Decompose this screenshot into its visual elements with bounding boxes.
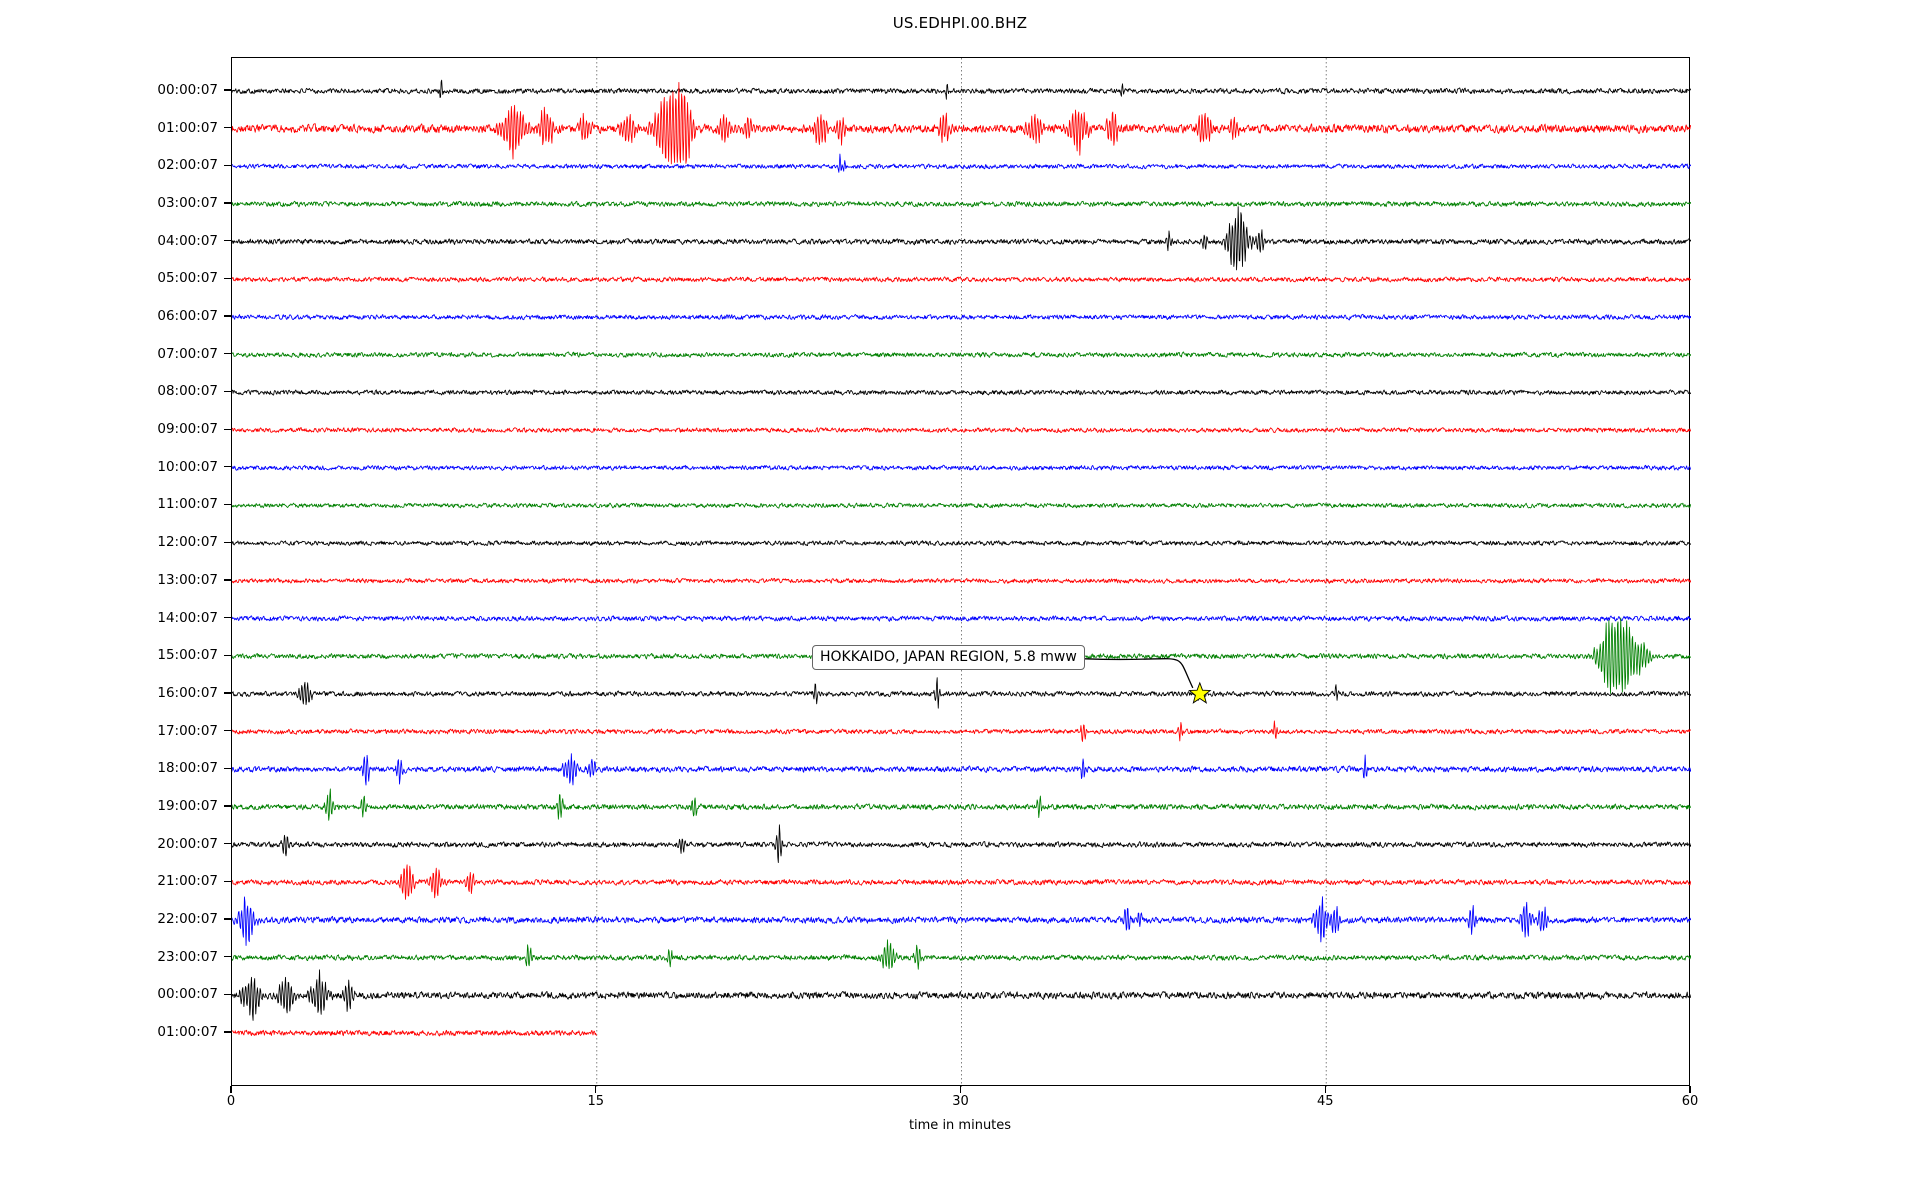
- y-axis-tick-label: 01:00:07: [157, 1024, 218, 1040]
- y-axis-tick-label: 14:00:07: [157, 609, 218, 626]
- y-axis-tick-label: 10:00:07: [157, 458, 218, 475]
- y-axis-tick-mark: [224, 277, 231, 280]
- event-marker-group: [1188, 681, 1212, 704]
- y-axis-tick-label: 05:00:07: [157, 270, 218, 287]
- seismogram-trace: [232, 864, 1691, 900]
- y-axis-tick-mark: [224, 654, 231, 656]
- seismogram-trace: [232, 896, 1691, 946]
- seismogram-trace: [232, 153, 1691, 173]
- y-axis-tick-mark: [224, 240, 231, 242]
- y-axis-tick-label: 15:00:07: [157, 647, 218, 664]
- seismogram-trace: [232, 200, 1691, 208]
- seismogram-trace: [232, 615, 1691, 622]
- y-axis-tick-label: 22:00:07: [157, 910, 218, 927]
- y-axis-tick-label: 02:00:07: [157, 157, 218, 174]
- seismogram-trace: [232, 577, 1691, 584]
- y-axis-tick-mark: [224, 805, 231, 807]
- seismogram-trace: [232, 677, 1691, 709]
- y-axis-tick-mark: [224, 692, 231, 694]
- seismogram-trace: [232, 540, 1691, 547]
- y-axis-tick-label: 04:00:07: [157, 232, 218, 249]
- y-axis-tick-mark: [224, 767, 231, 769]
- y-axis-tick-mark: [224, 918, 231, 920]
- y-axis-tick-label: 00:00:07: [157, 82, 218, 98]
- y-axis-tick-label: 08:00:07: [157, 383, 218, 400]
- y-axis-tick-mark: [224, 466, 231, 468]
- seismogram-trace: [232, 464, 1691, 471]
- x-axis-tick-mark: [1689, 1086, 1691, 1093]
- y-axis-tick-label: 17:00:07: [157, 722, 218, 739]
- seismogram-trace: [232, 351, 1691, 358]
- x-axis-tick-label: 30: [952, 1094, 969, 1109]
- seismogram-trace: [232, 206, 1691, 271]
- x-axis-tick-label: 60: [1681, 1094, 1699, 1109]
- y-axis-tick-mark: [224, 202, 231, 204]
- gridlines: [596, 58, 1327, 1087]
- plot-axes: [231, 57, 1691, 1087]
- seismogram-trace: [232, 1029, 597, 1037]
- y-axis-tick-mark: [224, 353, 231, 355]
- y-axis-tick-mark: [224, 541, 231, 543]
- y-axis-tick-mark: [224, 127, 231, 129]
- x-axis-tick-label: 15: [587, 1094, 605, 1109]
- trace-group: [232, 79, 1691, 1037]
- seismogram-trace: [232, 82, 1691, 165]
- y-axis-tick-label: 18:00:07: [157, 760, 218, 777]
- y-axis-tick-label: 16:00:07: [157, 684, 218, 701]
- x-axis-tick-mark: [1324, 1086, 1326, 1093]
- seismogram-trace: [232, 788, 1691, 821]
- seismogram-trace: [232, 79, 1691, 100]
- seismogram-trace: [232, 276, 1691, 283]
- seismogram-canvas: [232, 58, 1691, 1087]
- seismogram-trace: [232, 313, 1691, 321]
- seismogram-trace: [232, 427, 1691, 434]
- y-axis-tick-label: 13:00:07: [157, 571, 218, 588]
- y-axis-tick-label: 20:00:07: [157, 835, 218, 852]
- y-axis-tick-mark: [224, 729, 231, 732]
- y-axis-tick-mark: [224, 1031, 231, 1033]
- seismogram-trace: [232, 969, 1691, 1021]
- y-axis-tick-label: 01:00:07: [157, 119, 218, 136]
- seismogram-trace: [232, 939, 1691, 970]
- y-axis-tick-mark: [224, 843, 231, 845]
- seismogram-trace: [232, 502, 1691, 509]
- y-axis-tick-label: 11:00:07: [157, 496, 218, 513]
- y-axis-tick-label: 23:00:07: [157, 948, 218, 965]
- y-axis-tick-mark: [224, 579, 231, 581]
- y-axis-tick-mark: [224, 315, 231, 317]
- y-axis-tick-label: 19:00:07: [157, 797, 218, 814]
- y-axis-tick-label: 07:00:07: [157, 345, 218, 362]
- y-axis-tick-mark: [224, 164, 231, 167]
- y-axis-tick-mark: [224, 993, 231, 996]
- y-axis-tick-mark: [224, 390, 231, 393]
- x-axis-tick-label: 45: [1316, 1094, 1334, 1109]
- x-axis-label: time in minutes: [908, 1118, 1012, 1133]
- y-axis-tick-label: 09:00:07: [157, 421, 218, 438]
- y-axis-tick-mark: [224, 89, 231, 91]
- seismogram-trace: [232, 389, 1691, 396]
- y-axis-tick-label: 03:00:07: [157, 195, 218, 212]
- seismogram-trace: [232, 824, 1691, 864]
- y-axis-tick-label: 12:00:07: [157, 534, 218, 551]
- y-axis-tick-mark: [224, 880, 231, 882]
- y-axis-tick-mark: [224, 503, 231, 506]
- seismogram-trace: [232, 720, 1691, 742]
- event-annotation-label: HOKKAIDO, JAPAN REGION, 5.8 mww: [812, 645, 1085, 670]
- x-axis-tick-mark: [230, 1086, 232, 1093]
- y-axis-tick-label: 06:00:07: [157, 308, 218, 325]
- y-axis-tick-label: 00:00:07: [157, 986, 218, 1003]
- x-axis-tick-mark: [959, 1086, 962, 1093]
- seismogram-trace: [232, 753, 1691, 786]
- y-axis-tick-mark: [224, 956, 231, 958]
- earthquake-star-marker: [1188, 681, 1212, 704]
- y-axis-tick-mark: [224, 616, 231, 619]
- page-title: US.EDHPI.00.BHZ: [892, 14, 1028, 32]
- x-axis-tick-label: 0: [226, 1094, 236, 1109]
- y-axis-tick-mark: [224, 428, 231, 430]
- y-axis-tick-label: 21:00:07: [157, 873, 218, 890]
- x-axis-tick-mark: [595, 1086, 597, 1093]
